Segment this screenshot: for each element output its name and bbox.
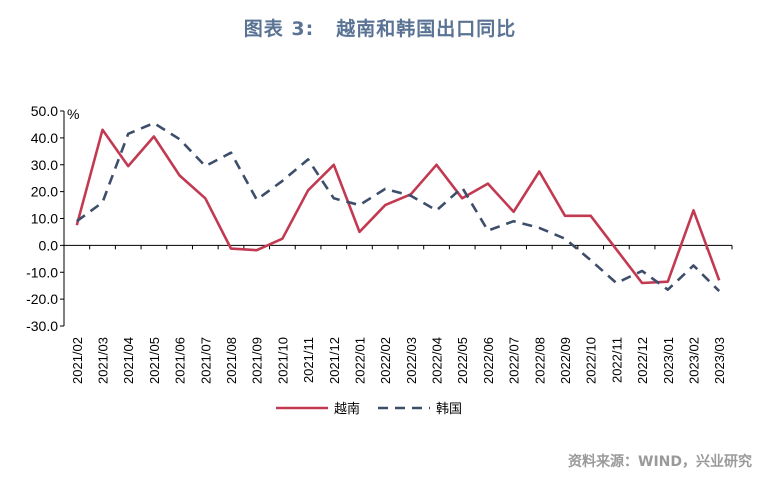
legend-label: 韩国 bbox=[436, 402, 462, 417]
y-tick-label: 10.0 bbox=[31, 211, 58, 227]
x-tick-label: 2023/02 bbox=[686, 337, 701, 384]
x-tick-label: 2021/06 bbox=[173, 337, 188, 384]
y-axis-unit: % bbox=[67, 106, 79, 122]
x-tick-label: 2021/02 bbox=[70, 337, 85, 384]
x-tick-label: 2022/04 bbox=[430, 337, 445, 384]
x-tick-label: 2022/07 bbox=[507, 337, 522, 384]
source-note: 资料来源：WIND，兴业研究 bbox=[568, 454, 752, 470]
x-tick-label: 2022/09 bbox=[558, 337, 573, 384]
x-tick-label: 2022/06 bbox=[481, 337, 496, 384]
x-tick-label: 2022/12 bbox=[635, 337, 650, 384]
y-tick-label: 50.0 bbox=[31, 103, 58, 119]
y-tick-label: -20.0 bbox=[26, 291, 58, 307]
x-tick-label: 2021/12 bbox=[327, 337, 342, 384]
x-tick-label: 2021/09 bbox=[250, 337, 265, 384]
x-tick-label: 2021/07 bbox=[198, 337, 213, 384]
legend-label: 越南 bbox=[334, 401, 360, 417]
x-tick-label: 2021/03 bbox=[96, 337, 111, 384]
title-prefix: 图表 3: bbox=[243, 18, 315, 40]
x-tick-label: 2021/04 bbox=[121, 337, 136, 384]
x-tick-label: 2022/01 bbox=[352, 337, 367, 384]
y-tick-label: 0.0 bbox=[39, 237, 59, 253]
y-tick-label: -30.0 bbox=[26, 318, 58, 334]
x-tick-label: 2021/05 bbox=[147, 337, 162, 384]
x-tick-label: 2022/02 bbox=[378, 337, 393, 384]
y-tick-label: -10.0 bbox=[26, 264, 58, 280]
series-line-korea bbox=[76, 121, 721, 293]
x-tick-label: 2021/08 bbox=[224, 337, 239, 384]
x-tick-label: 2021/10 bbox=[275, 337, 290, 384]
title-main: 越南和韩国出口同比 bbox=[336, 18, 517, 40]
y-tick-label: 30.0 bbox=[31, 157, 58, 173]
x-tick-label: 2023/01 bbox=[661, 337, 676, 384]
x-tick-label: 2022/03 bbox=[404, 337, 419, 384]
x-tick-label: 2022/11 bbox=[609, 337, 624, 383]
x-tick-label: 2021/11 bbox=[301, 337, 316, 383]
y-tick-label: 40.0 bbox=[31, 130, 58, 146]
x-tick-label: 2022/10 bbox=[584, 337, 599, 384]
x-tick-label: 2023/03 bbox=[712, 337, 727, 384]
x-tick-label: 2022/05 bbox=[455, 337, 470, 384]
series-line-vietnam bbox=[75, 128, 721, 285]
chart-title: 图表 3: 越南和韩国出口同比 bbox=[0, 14, 760, 41]
x-tick-label: 2022/08 bbox=[532, 337, 547, 384]
y-tick-label: 20.0 bbox=[31, 184, 58, 200]
